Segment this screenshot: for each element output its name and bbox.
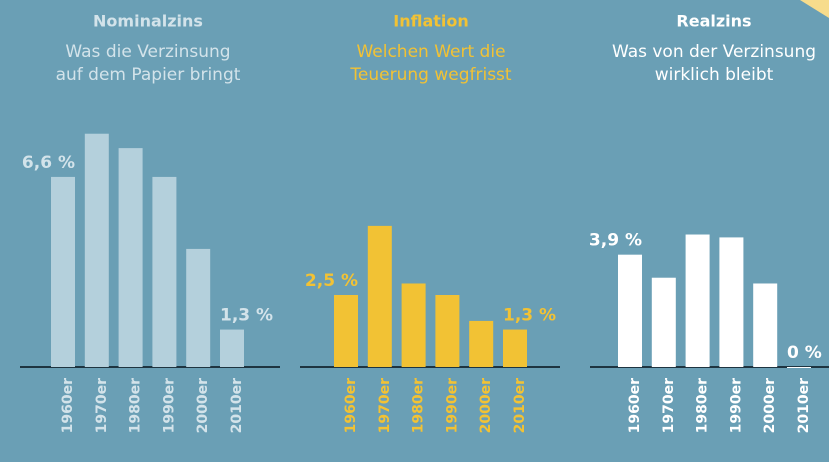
category-label: 2000er: [762, 378, 778, 433]
bar: [618, 254, 642, 367]
chart-subtitle: auf dem Papier bringt: [56, 65, 241, 85]
bar: [220, 329, 244, 367]
bar: [334, 295, 358, 367]
category-label: 1960er: [60, 378, 76, 433]
bar: [401, 283, 426, 367]
category-label: 1970er: [661, 378, 677, 433]
category-label: 1990er: [728, 378, 744, 433]
bar: [651, 277, 676, 367]
category-label: 2010er: [229, 378, 245, 433]
category-label: 1990er: [444, 378, 460, 433]
bar: [685, 234, 710, 367]
value-label: 0 %: [787, 343, 822, 363]
value-label: 1,3 %: [220, 306, 273, 326]
bar: [435, 295, 460, 367]
bar: [367, 225, 392, 367]
chart-subtitle: Welchen Wert die: [356, 42, 505, 62]
chart-title: Nominalzins: [93, 12, 203, 31]
category-label: 2010er: [796, 378, 812, 433]
bar: [753, 283, 778, 367]
value-label: 6,6 %: [22, 153, 75, 173]
category-label: 2000er: [478, 378, 494, 433]
category-label: 1990er: [161, 378, 177, 433]
bar: [787, 367, 811, 368]
category-label: 2000er: [195, 378, 211, 433]
chart-title: Realzins: [676, 12, 751, 31]
category-label: 1980er: [695, 378, 711, 433]
bar: [469, 320, 494, 367]
category-label: 1970er: [94, 378, 110, 433]
value-label: 2,5 %: [305, 271, 358, 291]
category-label: 2010er: [512, 378, 528, 433]
value-label: 3,9 %: [589, 231, 642, 251]
bar: [186, 248, 211, 367]
bar: [51, 176, 75, 367]
bar: [719, 237, 744, 367]
category-label: 1980er: [411, 378, 427, 433]
category-label: 1960er: [627, 378, 643, 433]
chart-subtitle: Was die Verzinsung: [65, 42, 230, 62]
chart-subtitle: wirklich bleibt: [655, 65, 774, 85]
bar: [84, 133, 109, 367]
chart-title: Inflation: [393, 12, 469, 31]
chart-subtitle: Was von der Verzinsung: [612, 42, 816, 62]
bar: [118, 148, 143, 367]
category-label: 1960er: [343, 378, 359, 433]
category-label: 1970er: [377, 378, 393, 433]
chart-subtitle: Teuerung wegfrisst: [349, 65, 511, 85]
bar: [152, 176, 177, 367]
corner-accent: [800, 0, 829, 18]
bar: [503, 329, 527, 367]
value-label: 1,3 %: [503, 306, 556, 326]
category-label: 1980er: [128, 378, 144, 433]
